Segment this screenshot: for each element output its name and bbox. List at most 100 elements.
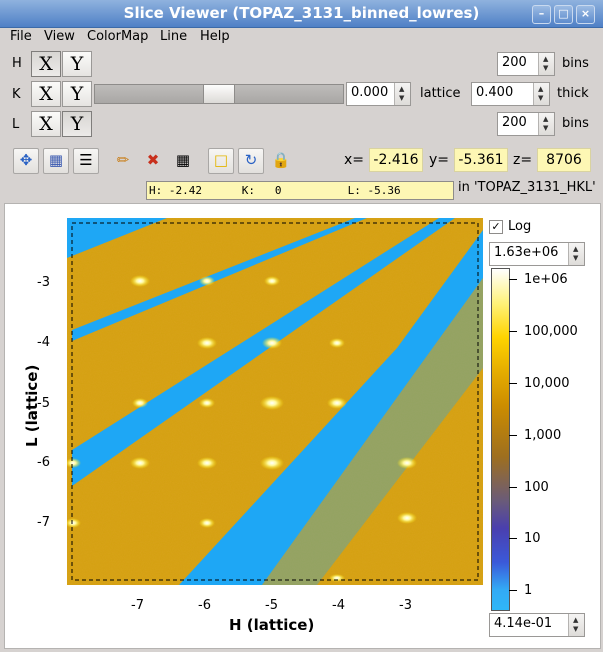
spin-arrows-icon[interactable]: ▲ ▼ xyxy=(538,113,554,135)
bar-chart-icon: ▦ xyxy=(48,151,64,169)
x-tick: -3 xyxy=(399,598,412,613)
menu-colormap[interactable]: ColorMap xyxy=(87,29,149,44)
log-checkbox[interactable]: ✓ xyxy=(489,220,503,234)
log-label: Log xyxy=(508,219,532,234)
dim-h-bins-value: 200 xyxy=(502,55,527,70)
dim-h-y-button[interactable]: Y xyxy=(62,51,92,77)
x-tick: -6 xyxy=(198,598,211,613)
dashed-data-border xyxy=(71,222,479,581)
dim-l-label: L xyxy=(12,117,20,132)
y-axis-label: L (lattice) xyxy=(23,364,41,447)
y-tick: -5 xyxy=(37,396,50,411)
dim-l-y-button[interactable]: Y xyxy=(62,111,92,137)
hkl-readout: H: -2.42 K: 0 L: -5.36 xyxy=(146,181,454,200)
dim-k-x-button[interactable]: X xyxy=(31,81,61,107)
hkl-readout-text: H: -2.42 K: 0 L: -5.36 xyxy=(149,184,401,197)
grid-button[interactable]: ▦ xyxy=(170,148,196,174)
dim-l-bins-spinbox[interactable]: 200 ▲ ▼ xyxy=(497,112,555,136)
colorbar-label: 10 xyxy=(524,531,541,546)
colorbar-label: 10,000 xyxy=(524,376,570,391)
menu-file[interactable]: File xyxy=(10,29,32,44)
dim-h-x-button[interactable]: X xyxy=(31,51,61,77)
spin-arrows-icon[interactable]: ▲ ▼ xyxy=(533,83,549,105)
colorbar-tick xyxy=(509,383,517,384)
intensity-image[interactable] xyxy=(67,218,483,585)
colorbar-tick xyxy=(509,331,517,332)
title-bar xyxy=(0,0,603,28)
dim-k-thick-label: thick xyxy=(557,86,589,101)
dim-k-value-spinbox[interactable]: 0.000 ▲ ▼ xyxy=(346,82,411,106)
x-axis-label: H (lattice) xyxy=(229,616,315,634)
streak-region xyxy=(72,218,367,341)
maximize-button[interactable]: □ xyxy=(554,5,573,24)
grid-icon: ▦ xyxy=(175,151,191,169)
dim-l-x-button[interactable]: X xyxy=(31,111,61,137)
coord-y-value: -5.361 xyxy=(454,148,508,172)
colorbar-tick xyxy=(509,590,517,591)
refresh-button[interactable]: ↻ xyxy=(238,148,264,174)
spin-arrows-icon[interactable]: ▲ ▼ xyxy=(538,53,554,75)
menu-line[interactable]: Line xyxy=(160,29,188,44)
dim-k-slider-handle[interactable] xyxy=(203,84,235,104)
dim-h-label: H xyxy=(12,56,22,71)
colorbar-min-value: 4.14e-01 xyxy=(494,616,553,631)
colormap-rescale-button[interactable]: ▦ xyxy=(43,148,69,174)
colorbar-label: 100 xyxy=(524,480,549,495)
colorbar-min-spinbox[interactable]: 4.14e-01 ▲ ▼ xyxy=(489,613,585,637)
menu-view[interactable]: View xyxy=(44,29,75,44)
spin-arrows-icon[interactable]: ▲ ▼ xyxy=(568,614,584,636)
coord-x-value: -2.416 xyxy=(369,148,423,172)
workspace-label: in 'TOPAZ_3131_HKL' xyxy=(458,180,596,195)
streak-region xyxy=(72,218,455,486)
colorbar-tick xyxy=(509,279,517,280)
dim-l-bins-label: bins xyxy=(562,116,589,131)
colorbar-label: 100,000 xyxy=(524,324,578,339)
list-scale-icon: ☰ xyxy=(79,151,93,169)
dim-k-label: K xyxy=(12,87,21,102)
dim-k-thick-value: 0.400 xyxy=(476,85,514,100)
clear-line-button[interactable]: ✖ xyxy=(140,148,166,174)
dim-k-y-button[interactable]: Y xyxy=(62,81,92,107)
lock-icon: 🔒 xyxy=(271,151,291,169)
y-tick: -6 xyxy=(37,455,50,470)
colorbar-label: 1,000 xyxy=(524,428,562,443)
close-button[interactable]: × xyxy=(576,5,595,24)
pencil-icon: ✏ xyxy=(116,151,130,169)
streak-region xyxy=(67,218,167,258)
y-tick: -7 xyxy=(37,515,50,530)
coord-z-label: z= xyxy=(513,152,533,168)
colorbar-label: 1e+06 xyxy=(524,272,568,287)
x-tick: -7 xyxy=(131,598,144,613)
streak-region xyxy=(262,278,483,585)
new-document-icon: □ xyxy=(213,151,229,169)
dim-k-value: 0.000 xyxy=(351,85,389,100)
line-tool-button[interactable]: ✏ xyxy=(110,148,136,174)
colorbar-tick xyxy=(509,487,517,488)
coord-x-label: x= xyxy=(344,152,365,168)
refresh-icon: ↻ xyxy=(244,151,258,169)
coord-z-value: 8706 xyxy=(537,148,591,172)
spin-arrows-icon[interactable]: ▲ ▼ xyxy=(394,83,410,105)
autoscale-button[interactable]: ☰ xyxy=(73,148,99,174)
lock-button[interactable]: 🔒 xyxy=(268,148,294,174)
colorbar-max-spinbox[interactable]: 1.63e+06 ▲ ▼ xyxy=(489,242,585,266)
colorbar-tick xyxy=(509,538,517,539)
minimize-button[interactable]: – xyxy=(532,5,551,24)
red-x-icon: ✖ xyxy=(146,151,160,169)
dim-h-bins-label: bins xyxy=(562,56,589,71)
coord-y-label: y= xyxy=(429,152,450,168)
dim-l-bins-value: 200 xyxy=(502,115,527,130)
y-tick: -4 xyxy=(37,335,50,350)
x-tick: -4 xyxy=(332,598,345,613)
colorbar xyxy=(491,268,510,611)
colorbar-label: 1 xyxy=(524,583,533,598)
spin-arrows-icon[interactable]: ▲ ▼ xyxy=(568,243,584,265)
menu-help[interactable]: Help xyxy=(200,29,230,44)
bragg-peaks xyxy=(67,275,417,582)
x-tick: -5 xyxy=(265,598,278,613)
window-title: Slice Viewer (TOPAZ_3131_binned_lowres) xyxy=(123,4,480,22)
rebin-button[interactable]: □ xyxy=(208,148,234,174)
dim-k-thick-spinbox[interactable]: 0.400 ▲ ▼ xyxy=(471,82,550,106)
zoom-reset-button[interactable]: ✥ xyxy=(13,148,39,174)
dim-h-bins-spinbox[interactable]: 200 ▲ ▼ xyxy=(497,52,555,76)
